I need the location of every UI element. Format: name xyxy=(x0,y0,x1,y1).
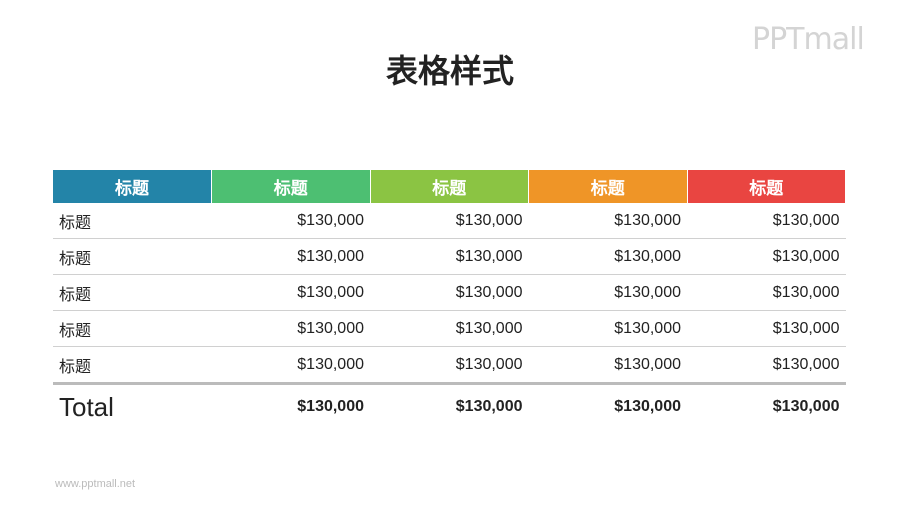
cell-value: $130,000 xyxy=(528,310,687,347)
table-header-row: 标题 标题 标题 标题 标题 xyxy=(53,170,846,203)
total-value: $130,000 xyxy=(772,398,840,415)
column-header: 标题 xyxy=(687,170,846,203)
column-header: 标题 xyxy=(370,170,529,203)
cell-value: $130,000 xyxy=(528,203,687,239)
table-row: 标题 $130,000 $130,000 $130,000 $130,000 xyxy=(53,238,846,275)
cell-value: $130,000 xyxy=(528,346,687,385)
row-label: 标题 xyxy=(53,346,212,385)
cell-value: $130,000 xyxy=(528,238,687,275)
pptmall-logo: PPTmall xyxy=(752,22,865,57)
total-label: Total xyxy=(59,391,114,422)
cell-value: $130,000 xyxy=(370,274,529,311)
total-row: Total $130,000 $130,000 $130,000 $130,000 xyxy=(53,384,846,430)
website-url: www.pptmall.net xyxy=(55,478,136,490)
column-header: 标题 xyxy=(53,170,212,203)
cell-value: $130,000 xyxy=(687,203,846,239)
cell-value: $130,000 xyxy=(211,274,370,311)
table-row: 标题 $130,000 $130,000 $130,000 $130,000 xyxy=(53,274,846,311)
cell-value: $130,000 xyxy=(211,203,370,239)
cell-value: $130,000 xyxy=(370,203,529,239)
data-table: 标题 标题 标题 标题 标题 标题 $130,000 $130,000 $130,000 $13… xyxy=(53,170,846,429)
table-row: 标题 $130,000 $130,000 $130,000 $130,000 xyxy=(53,346,846,385)
row-label: 标题 xyxy=(53,274,212,311)
table-row: 标题 $130,000 $130,000 $130,000 $130,000 xyxy=(53,310,846,347)
cell-value: $130,000 xyxy=(528,274,687,311)
column-header: 标题 xyxy=(211,170,371,203)
row-label: 标题 xyxy=(53,238,212,275)
cell-value: $130,000 xyxy=(370,238,529,275)
column-header: 标题 xyxy=(528,170,688,203)
row-label: 标题 xyxy=(53,310,212,347)
cell-value: $130,000 xyxy=(370,346,529,385)
cell-value: $130,000 xyxy=(687,274,846,311)
cell-value: $130,000 xyxy=(687,238,846,275)
cell-value: $130,000 xyxy=(687,346,846,385)
row-label: 标题 xyxy=(53,203,212,239)
total-value: $130,000 xyxy=(614,398,681,415)
table-row: 标题 $130,000 $130,000 $130,000 $130,000 xyxy=(53,203,846,239)
page-title: 表格样式 xyxy=(385,53,514,89)
cell-value: $130,000 xyxy=(211,346,370,385)
cell-value: $130,000 xyxy=(370,310,529,347)
cell-value: $130,000 xyxy=(211,310,370,347)
cell-value: $130,000 xyxy=(687,310,846,347)
total-value: $130,000 xyxy=(297,398,364,415)
total-value: $130,000 xyxy=(455,398,523,415)
cell-value: $130,000 xyxy=(211,238,370,275)
